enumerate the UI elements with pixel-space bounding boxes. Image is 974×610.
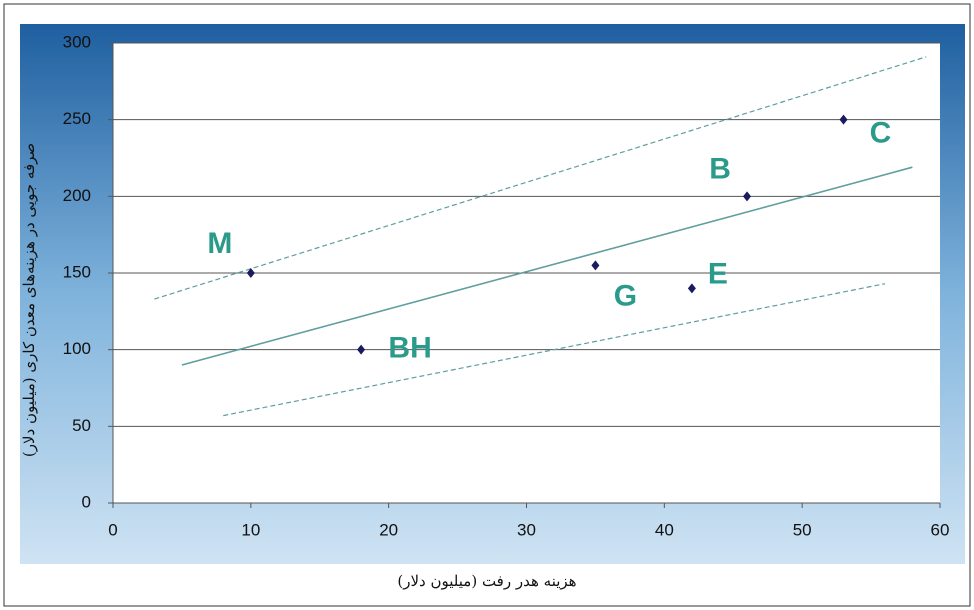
y-tick-label: 200 bbox=[63, 186, 91, 205]
point bbox=[839, 114, 848, 125]
point-label: BH bbox=[388, 332, 431, 365]
band-line bbox=[154, 56, 927, 300]
point-label: G bbox=[614, 279, 637, 312]
point-label: M bbox=[207, 227, 232, 260]
point-label: C bbox=[870, 117, 892, 150]
point bbox=[591, 260, 600, 271]
y-tick-label: 300 bbox=[63, 32, 91, 51]
point bbox=[743, 191, 752, 202]
x-axis-label: هزینه هدر رفت (میلیون دلار) bbox=[397, 572, 576, 590]
y-tick-label: 250 bbox=[63, 109, 91, 128]
x-tick-label: 0 bbox=[108, 520, 117, 539]
point bbox=[687, 283, 696, 294]
point-label: E bbox=[708, 257, 728, 290]
x-tick-label: 50 bbox=[793, 520, 812, 539]
y-tick-label: 150 bbox=[63, 262, 91, 281]
x-tick-label: 60 bbox=[931, 520, 950, 539]
y-tick-label: 100 bbox=[63, 339, 91, 358]
y-tick-label: 0 bbox=[82, 492, 91, 511]
point bbox=[246, 268, 255, 278]
band-line bbox=[223, 283, 885, 417]
point bbox=[357, 344, 366, 355]
point-label: B bbox=[709, 152, 731, 185]
x-tick-label: 20 bbox=[379, 520, 398, 539]
x-tick-label: 30 bbox=[517, 520, 536, 539]
x-tick-label: 10 bbox=[241, 520, 260, 539]
trend-line bbox=[181, 166, 913, 366]
y-axis-label: صرفه جویی در هزینه‌های معدن کاری (میلیون… bbox=[20, 143, 38, 457]
y-tick-label: 50 bbox=[72, 416, 91, 435]
x-tick-label: 40 bbox=[655, 520, 674, 539]
